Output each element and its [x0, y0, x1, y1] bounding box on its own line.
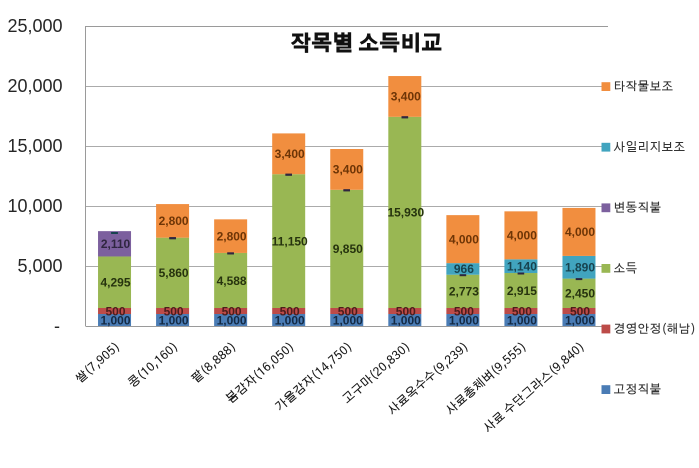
svg-text:1,000: 1,000: [507, 313, 537, 327]
svg-text:10,000: 10,000: [7, 196, 62, 216]
svg-text:1,140: 1,140: [507, 260, 537, 274]
svg-text:1,000: 1,000: [391, 313, 421, 327]
svg-text:500: 500: [512, 304, 532, 318]
svg-text:25,000: 25,000: [7, 16, 62, 36]
svg-text:500: 500: [105, 304, 125, 318]
svg-text:1,000: 1,000: [275, 313, 305, 327]
svg-text:4,000: 4,000: [565, 225, 595, 239]
svg-text:500: 500: [454, 304, 474, 318]
svg-text:4,000: 4,000: [507, 229, 537, 243]
svg-text:3,400: 3,400: [333, 163, 363, 177]
svg-text:1,000: 1,000: [333, 313, 363, 327]
svg-text:2,110: 2,110: [101, 237, 131, 251]
svg-text:500: 500: [338, 304, 358, 318]
svg-text:500: 500: [280, 304, 300, 318]
svg-text:4,000: 4,000: [449, 232, 479, 246]
svg-text:-: -: [54, 316, 60, 336]
svg-text:9,850: 9,850: [333, 242, 363, 256]
svg-text:1,000: 1,000: [159, 313, 189, 327]
svg-text:2,773: 2,773: [449, 285, 479, 299]
svg-text:15,930: 15,930: [387, 206, 424, 220]
svg-text:2,450: 2,450: [565, 287, 595, 301]
svg-text:4,588: 4,588: [217, 274, 247, 288]
svg-text:1,000: 1,000: [100, 313, 130, 327]
svg-text:1,000: 1,000: [217, 313, 247, 327]
svg-text:1,000: 1,000: [449, 313, 479, 327]
svg-text:2,800: 2,800: [159, 214, 189, 228]
svg-text:500: 500: [222, 304, 242, 318]
svg-text:500: 500: [570, 304, 590, 318]
svg-text:15,000: 15,000: [7, 136, 62, 156]
svg-text:5,860: 5,860: [159, 266, 189, 280]
svg-text:2,800: 2,800: [217, 229, 247, 243]
svg-text:1,890: 1,890: [565, 261, 595, 275]
svg-text:2,915: 2,915: [507, 284, 537, 298]
svg-text:4,295: 4,295: [100, 276, 130, 290]
svg-text:20,000: 20,000: [7, 76, 62, 96]
svg-text:500: 500: [164, 304, 184, 318]
svg-text:5,000: 5,000: [17, 256, 62, 276]
svg-text:500: 500: [396, 304, 416, 318]
svg-text:11,150: 11,150: [272, 234, 308, 248]
svg-text:1,000: 1,000: [565, 313, 595, 327]
svg-text:3,400: 3,400: [391, 90, 421, 104]
svg-text:966: 966: [454, 262, 474, 276]
svg-text:3,400: 3,400: [275, 147, 305, 161]
